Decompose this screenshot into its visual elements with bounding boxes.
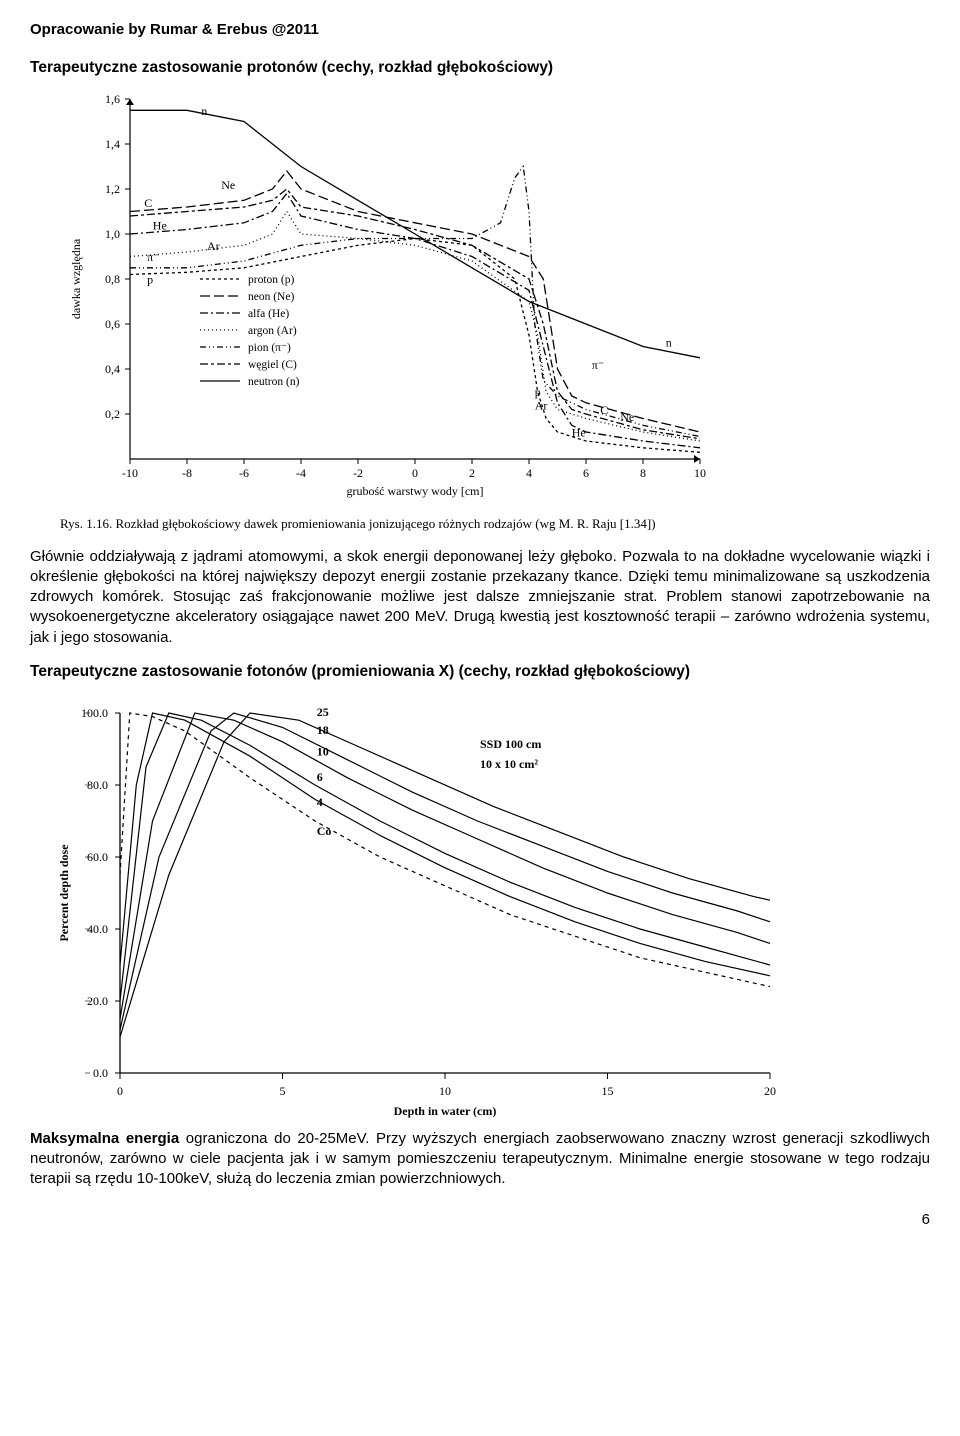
- figure-2: 0.020.040.060.080.0100.005101520Depth in…: [40, 693, 800, 1123]
- svg-text:6: 6: [583, 466, 589, 480]
- svg-text:C: C: [144, 196, 152, 210]
- paragraph-1: Głównie oddziaływają z jądrami atomowymi…: [30, 547, 930, 648]
- para2-bold: Maksymalna energia: [30, 1130, 179, 1147]
- svg-text:grubość warstwy wody [cm]: grubość warstwy wody [cm]: [347, 484, 484, 498]
- svg-text:60.0: 60.0: [87, 850, 108, 864]
- svg-text:80.0: 80.0: [87, 778, 108, 792]
- svg-text:10: 10: [439, 1084, 451, 1098]
- svg-text:He: He: [153, 219, 167, 233]
- svg-text:dawka względna: dawka względna: [69, 238, 83, 319]
- svg-text:węgiel (C): węgiel (C): [248, 359, 297, 371]
- svg-text:18: 18: [317, 723, 329, 737]
- svg-text:C: C: [600, 403, 608, 417]
- svg-text:π⁻: π⁻: [592, 358, 604, 372]
- svg-text:Ar: Ar: [207, 239, 220, 253]
- svg-text:Ne: Ne: [620, 410, 634, 424]
- page-header: Opracowanie by Rumar & Erebus @2011: [30, 20, 930, 40]
- svg-text:-10: -10: [122, 466, 138, 480]
- svg-text:π⁻: π⁻: [147, 250, 159, 264]
- svg-text:argon (Ar): argon (Ar): [248, 325, 297, 337]
- svg-text:8: 8: [640, 466, 646, 480]
- page-number: 6: [30, 1210, 930, 1230]
- svg-text:neutron (n): neutron (n): [248, 376, 300, 388]
- svg-text:neon (Ne): neon (Ne): [248, 291, 294, 303]
- svg-text:n: n: [666, 336, 672, 350]
- svg-text:25: 25: [317, 705, 329, 719]
- svg-text:Co: Co: [317, 824, 332, 838]
- svg-text:He: He: [572, 426, 586, 440]
- svg-text:pion (π⁻): pion (π⁻): [248, 342, 291, 354]
- svg-text:Depth in water (cm): Depth in water (cm): [394, 1104, 497, 1118]
- svg-text:20.0: 20.0: [87, 994, 108, 1008]
- svg-text:4: 4: [317, 795, 323, 809]
- svg-text:Percent depth dose: Percent depth dose: [57, 844, 71, 942]
- svg-text:0,8: 0,8: [105, 272, 120, 286]
- svg-text:-6: -6: [239, 466, 249, 480]
- svg-text:0,6: 0,6: [105, 317, 120, 331]
- svg-text:10: 10: [317, 744, 329, 758]
- svg-text:1,0: 1,0: [105, 227, 120, 241]
- svg-text:Ne: Ne: [221, 178, 235, 192]
- svg-text:0: 0: [117, 1084, 123, 1098]
- svg-text:p: p: [147, 273, 153, 287]
- paragraph-2: Maksymalna energia ograniczona do 20-25M…: [30, 1129, 930, 1190]
- svg-text:p: p: [535, 385, 541, 399]
- svg-text:alfa (He): alfa (He): [248, 308, 289, 320]
- svg-text:-4: -4: [296, 466, 306, 480]
- svg-text:-2: -2: [353, 466, 363, 480]
- figure-1-caption: Rys. 1.16. Rozkład głębokościowy dawek p…: [60, 515, 720, 533]
- svg-text:20: 20: [764, 1084, 776, 1098]
- svg-text:Ar: Ar: [535, 399, 548, 413]
- section-2-title: Terapeutyczne zastosowanie fotonów (prom…: [30, 662, 930, 683]
- svg-text:40.0: 40.0: [87, 922, 108, 936]
- svg-text:n: n: [201, 104, 207, 118]
- svg-text:0,4: 0,4: [105, 362, 120, 376]
- svg-text:4: 4: [526, 466, 532, 480]
- figure-1: -10 -8 -6 -4 -2 0 2 4 6 8 10 0,2 0,4 0,6 0,8 1,0 1,2 1,4 1…: [60, 89, 720, 509]
- svg-text:1,4: 1,4: [105, 137, 120, 151]
- svg-text:5: 5: [280, 1084, 286, 1098]
- svg-text:10: 10: [694, 466, 706, 480]
- svg-text:-8: -8: [182, 466, 192, 480]
- svg-text:1,2: 1,2: [105, 182, 120, 196]
- svg-text:SSD 100 cm: SSD 100 cm: [480, 737, 541, 751]
- svg-text:proton (p): proton (p): [248, 274, 294, 286]
- svg-text:1,6: 1,6: [105, 92, 120, 106]
- svg-text:15: 15: [602, 1084, 614, 1098]
- svg-text:0.0: 0.0: [93, 1066, 108, 1080]
- svg-text:2: 2: [469, 466, 475, 480]
- svg-text:0,2: 0,2: [105, 407, 120, 421]
- svg-text:6: 6: [317, 770, 323, 784]
- svg-text:0: 0: [412, 466, 418, 480]
- section-1-title: Terapeutyczne zastosowanie protonów (cec…: [30, 58, 930, 79]
- svg-text:10 x 10 cm²: 10 x 10 cm²: [480, 757, 538, 771]
